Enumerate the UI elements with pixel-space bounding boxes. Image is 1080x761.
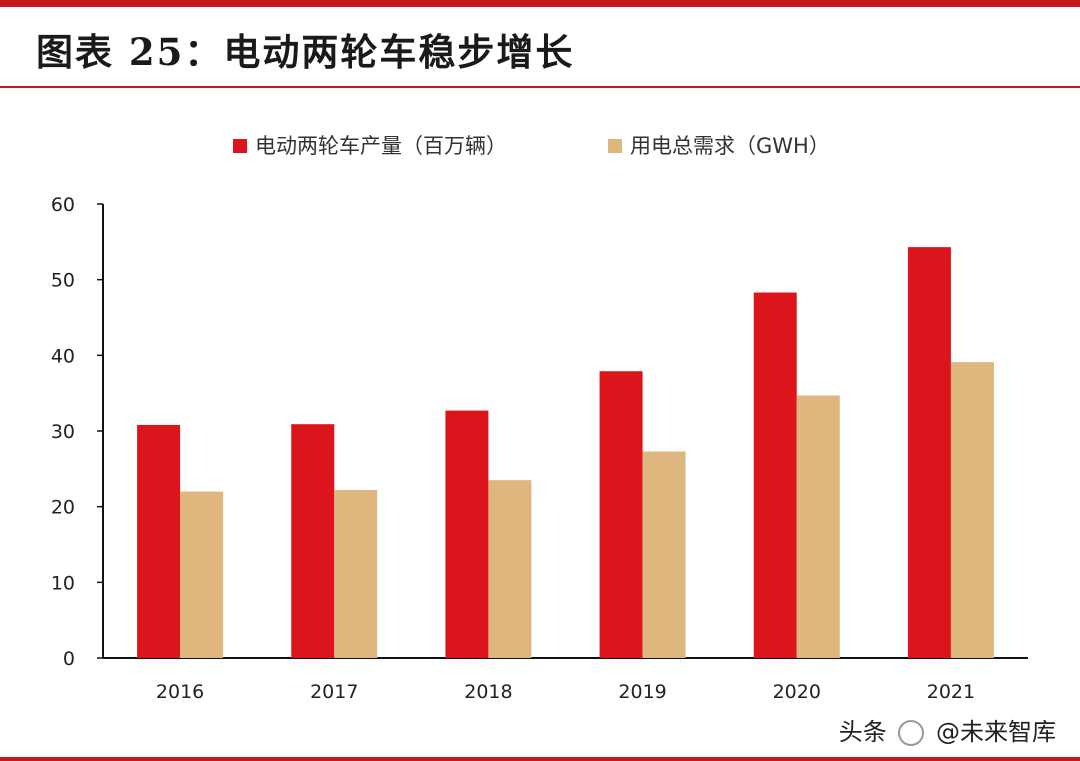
bar-production-2021 [907,247,951,658]
wechat-icon [898,720,925,746]
legend-swatch-demand [608,139,622,153]
bar-demand-2018 [488,480,532,658]
y-tick-label: 20 [51,497,75,519]
x-tick-label: 2018 [464,681,512,703]
y-tick-label: 10 [51,572,75,594]
bar-production-2016 [137,424,181,658]
x-tick-label: 2016 [156,681,204,703]
page-title: 图表 25：电动两轮车稳步增长 [36,30,575,74]
bottom-accent-rule [0,757,1080,761]
y-tick-label: 0 [63,648,75,670]
x-tick-label: 2019 [618,681,666,703]
watermark-platform: 头条 [838,718,887,746]
bar-production-2020 [753,292,797,658]
watermark: 头条 @未来智库 [839,712,1056,747]
bar-production-2018 [445,410,489,658]
watermark-account: @未来智库 [936,718,1056,746]
bar-demand-2017 [334,490,378,658]
bar-demand-2019 [642,451,686,658]
x-tick-label: 2017 [310,681,358,703]
x-tick-label: 2020 [773,681,821,703]
title-divider [0,86,1080,88]
bar-production-2017 [291,424,335,658]
y-tick-label: 30 [51,421,75,443]
y-tick-label: 40 [51,345,75,367]
bar-demand-2020 [796,395,840,658]
y-tick-label: 60 [51,194,75,216]
legend-swatch-production [233,139,247,153]
y-tick-label: 50 [51,270,75,292]
legend-label-production: 电动两轮车产量（百万辆） [255,134,507,158]
legend-label-demand: 用电总需求（GWH） [630,134,830,158]
bar-demand-2021 [950,362,994,658]
x-tick-label: 2021 [927,681,975,703]
bar-production-2019 [599,371,643,658]
top-accent-rule [0,0,1080,7]
bar-demand-2016 [180,491,224,658]
